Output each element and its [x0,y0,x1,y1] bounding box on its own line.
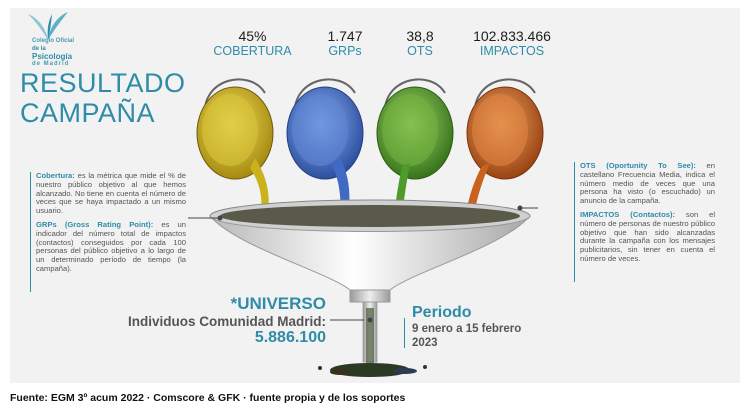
universo-subtitle: Individuos Comunidad Madrid: [128,314,326,329]
paint-funnel-illustration [188,78,544,377]
metric-value: 1.747 [327,28,363,44]
metric-label: OTS [407,44,433,58]
universo-title: *UNIVERSO [230,294,326,313]
metric-label: COBERTURA [213,44,292,58]
periodo-title: Periodo [412,304,472,321]
universo-number: 5.886.100 [254,329,326,346]
metric-value: 45% [238,28,267,44]
impactos-description: IMPACTOS (Contactos): son el número de p… [580,209,716,263]
periodo-block: Periodo 9 enero a 15 febrero 2023 [412,304,592,350]
paint-splash [318,363,427,377]
periodo-bracket [404,318,405,348]
right-description-line [574,162,575,282]
connector-dot [517,205,523,211]
metric-grps: 1.747 GRPs [310,28,380,58]
right-description: OTS (Oportunity To See): en castellano F… [580,161,716,264]
metric-cobertura: 45% COBERTURA [205,28,300,58]
logo-line3: de Madrid [32,61,70,68]
metric-label: IMPACTOS [479,44,545,58]
source-footer: Fuente: EGM 3º acum 2022 · Comscore & GF… [10,392,406,404]
logo-line1: Colegio Oficial [32,38,75,44]
left-description: Cobertura: es la métrica que mide el % d… [36,171,186,274]
orange-paint-bucket [464,86,544,228]
metric-ots: 38,8 OTS [390,28,450,58]
page-title: RESULTADO CAMPAÑA [20,68,186,128]
metric-label: GRPs [328,44,362,58]
logo: Colegio Oficial de la Psicología de Madr… [18,10,80,67]
logo-leaves-icon [28,12,68,40]
periodo-year: 2023 [412,337,438,349]
yellow-paint-bucket [196,86,274,223]
logo-line2: de la Psicología [32,46,73,61]
universo-block: *UNIVERSO Individuos Comunidad Madrid: 5… [100,294,326,347]
metric-impactos: 102.833.466 IMPACTOS [462,28,562,58]
grps-description: GRPs (Gross Rating Point): es un indicad… [36,219,186,273]
blue-paint-bucket [286,86,364,228]
green-paint-bucket [376,86,454,228]
cobertura-description: Cobertura: es la métrica que mide el % d… [36,171,186,216]
connector-dot [217,215,223,221]
left-description-line [30,172,31,292]
ots-description: OTS (Oportunity To See): en castellano F… [580,161,715,206]
metric-value: 38,8 [406,28,434,44]
title-line2: CAMPAÑA [20,98,156,128]
funnel [209,199,531,363]
connector-dot [367,317,373,323]
title-line1: RESULTADO [20,68,186,98]
periodo-dates: 9 enero a 15 febrero [412,323,522,335]
metric-value: 102.833.466 [473,28,551,44]
